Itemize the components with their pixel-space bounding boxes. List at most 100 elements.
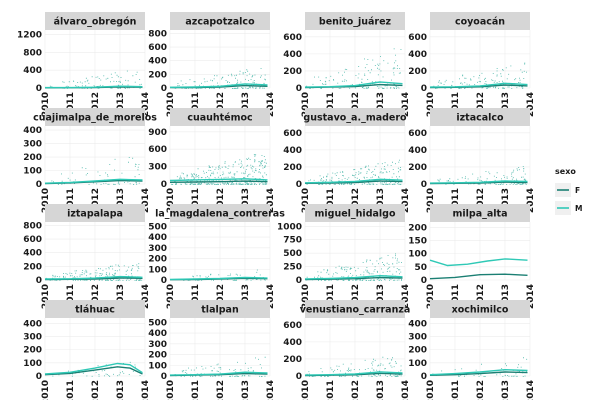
strip-background [45, 204, 145, 222]
x-tick-label: 2011 [326, 284, 336, 309]
panel-7: gustavo_a._madero 0 200 400 600 2010 2011 2012 2… [283, 108, 411, 213]
y-tick-label: 200 [148, 255, 167, 265]
x-tick-label: 2011 [191, 380, 201, 400]
x-tick-label: 2012 [91, 92, 101, 117]
panel-8: iztacalco 0 200 400 600 2010 2011 2012 2013 2014 [408, 108, 536, 213]
x-tick-label: 2014 [526, 284, 536, 309]
y-tick-label: 300 [23, 332, 42, 342]
strip-label: iztapalapa [67, 209, 123, 220]
x-tick-label: 2011 [66, 284, 76, 309]
y-tick-label: 400 [148, 329, 167, 339]
y-tick-label: 300 [148, 340, 167, 350]
x-tick-label: 2010 [301, 284, 311, 309]
x-tick-label: 2014 [141, 188, 151, 213]
x-tick-label: 2010 [41, 284, 51, 309]
series-line-M [429, 368, 528, 376]
x-tick-label: 2012 [476, 380, 486, 400]
y-tick-label: 100 [148, 265, 167, 275]
y-tick-label: 400 [283, 146, 302, 156]
y-tick-label: 0 [161, 180, 167, 190]
y-tick-label: 0 [296, 180, 302, 190]
x-tick-label: 2012 [476, 284, 486, 309]
x-tick-label: 2011 [191, 284, 201, 309]
y-tick-label: 0 [296, 84, 302, 94]
y-tick-label: 400 [148, 233, 167, 243]
x-tick-label: 2010 [426, 92, 436, 117]
strip-background [305, 12, 405, 30]
series-line-F [169, 180, 268, 183]
x-tick-label: 2012 [476, 188, 486, 213]
x-tick-label: 2010 [301, 188, 311, 213]
y-tick-label: 750 [283, 236, 302, 246]
series-line-M [44, 362, 143, 375]
strip-background [305, 108, 405, 126]
y-tick-label: 800 [23, 48, 42, 58]
y-tick-label: 600 [148, 145, 167, 155]
panel-2: azcapotzalco 0 200 400 600 800 2010 2011 2012 201… [148, 12, 276, 117]
y-tick-label: 200 [408, 67, 427, 77]
series-line-M [304, 274, 403, 280]
panel-16: xochimilco 0 100 200 300 400 2010 2011 2012 2013 2… [408, 300, 536, 400]
legend: sexo FM [555, 167, 582, 215]
x-tick-label: 2010 [166, 188, 176, 213]
y-tick-label: 200 [283, 67, 302, 77]
strip-label: tláhuac [75, 305, 115, 316]
y-tick-label: 300 [148, 163, 167, 173]
series-line-M [44, 178, 143, 184]
y-tick-label: 400 [23, 66, 42, 76]
strip-label: venustiano_carranza [300, 305, 411, 316]
x-tick-label: 2014 [266, 188, 276, 213]
x-tick-label: 2013 [241, 188, 251, 213]
y-tick-label: 0 [36, 276, 42, 286]
strip-label: la_magdalena_contreras [155, 209, 285, 220]
strip-background [45, 12, 145, 30]
strip-label: iztacalco [456, 113, 504, 124]
panel-12: milpa_alta 0 50 100 150 200 2010 2011 2012 2013 20… [408, 204, 536, 309]
series-line-F [44, 366, 143, 376]
x-tick-label: 2011 [66, 380, 76, 400]
x-tick-label: 2014 [266, 92, 276, 117]
series-line-M [169, 83, 268, 88]
strip-background [430, 204, 530, 222]
strip-background [430, 12, 530, 30]
x-tick-label: 2011 [66, 92, 76, 117]
x-tick-label: 2012 [476, 92, 486, 117]
y-tick-label: 200 [148, 351, 167, 361]
strip-background [305, 300, 405, 318]
series-line-F [429, 273, 528, 280]
y-tick-label: 500 [283, 249, 302, 259]
y-tick-label: 1200 [17, 30, 42, 40]
scatter-points [174, 356, 266, 377]
y-tick-label: 600 [148, 43, 167, 53]
x-tick-label: 2013 [376, 284, 386, 309]
y-tick-label: 100 [23, 167, 42, 177]
x-tick-label: 2012 [91, 380, 101, 400]
y-tick-label: 400 [23, 126, 42, 136]
x-tick-label: 2010 [166, 380, 176, 400]
y-tick-label: 200 [283, 355, 302, 365]
x-tick-label: 2014 [526, 380, 536, 400]
y-tick-label: 0 [421, 84, 427, 94]
y-tick-label: 0 [421, 276, 427, 286]
y-tick-label: 0 [296, 372, 302, 382]
series-line-M [429, 258, 528, 267]
y-tick-label: 400 [283, 338, 302, 348]
panel-11: miguel_hidalgo 0 250 500 750 1000 2010 2011 2012… [277, 204, 411, 309]
panel-9: iztapalapa 0 200 400 600 800 2010 2011 2012 2013 2… [23, 204, 151, 309]
strip-label: xochimilco [452, 305, 509, 316]
x-tick-label: 2012 [216, 284, 226, 309]
x-tick-label: 2014 [401, 284, 411, 309]
x-tick-label: 2012 [351, 92, 361, 117]
x-tick-label: 2013 [501, 188, 511, 213]
strip-label: cuajimalpa_de_morelos [33, 113, 157, 124]
x-tick-label: 2012 [351, 284, 361, 309]
y-tick-label: 300 [148, 244, 167, 254]
strip-background [170, 204, 270, 222]
x-tick-label: 2012 [91, 188, 101, 213]
x-tick-label: 2010 [301, 380, 311, 400]
x-tick-label: 2010 [166, 92, 176, 117]
panel-13: tláhuac 0 100 200 300 400 2010 2011 2012 2013 2014 [23, 300, 151, 400]
y-tick-label: 300 [408, 332, 427, 342]
series-line-F [304, 276, 403, 281]
